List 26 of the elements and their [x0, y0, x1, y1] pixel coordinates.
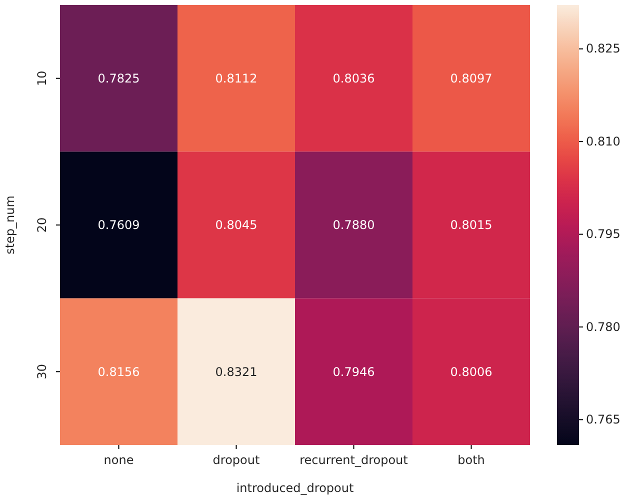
x-tick-label: none [104, 453, 134, 467]
y-axis-title: step_num [3, 196, 17, 254]
color-bar-label: 0.780 [586, 320, 620, 334]
x-axis-title: introduced_dropout [236, 481, 354, 495]
data-label: 0.8156 [98, 364, 140, 379]
color-bar-label: 0.810 [586, 134, 620, 148]
data-label: 0.7946 [332, 364, 375, 379]
color-bar-label: 0.825 [586, 42, 620, 56]
data-label: 0.8321 [215, 364, 258, 379]
y-tick-label: 10 [35, 70, 49, 86]
data-label: 0.8045 [215, 218, 258, 232]
x-tick-label: both [458, 453, 485, 467]
data-label: 0.7609 [98, 218, 140, 232]
data-label: 0.8097 [450, 72, 492, 86]
data-label: 0.8006 [450, 364, 492, 379]
color-bar-label: 0.765 [586, 412, 620, 427]
y-tick-label: 30 [35, 364, 49, 380]
x-tick-label: dropout [212, 453, 260, 467]
data-label: 0.8112 [215, 72, 258, 86]
y-tick-label: 20 [35, 217, 49, 233]
data-label: 0.8036 [332, 72, 375, 86]
x-tick-label: recurrent_dropout [300, 453, 408, 467]
color-bar-label: 0.795 [586, 227, 620, 242]
data-label: 0.8015 [450, 218, 492, 232]
data-label: 0.7825 [98, 72, 140, 86]
data-label: 0.7880 [332, 218, 375, 232]
